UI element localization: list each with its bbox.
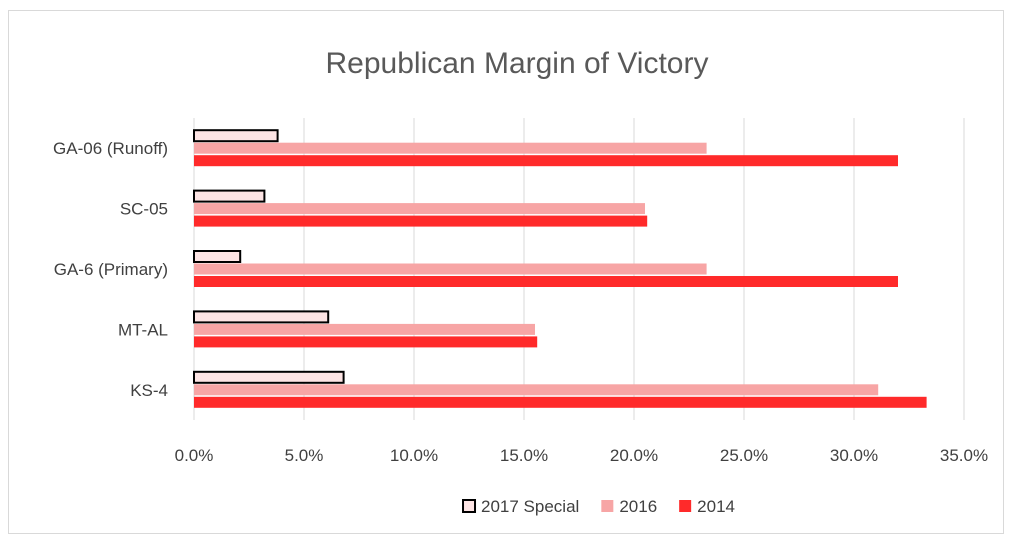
category-label: SC-05 bbox=[120, 200, 168, 219]
bar-2014-sc-05 bbox=[194, 215, 648, 227]
x-tick-label: 15.0% bbox=[500, 446, 548, 465]
bar-2017-special-ga-06-runoff bbox=[193, 129, 279, 143]
legend-label-2014: 2014 bbox=[697, 497, 735, 516]
x-tick-label: 10.0% bbox=[390, 446, 438, 465]
bar-2014-mt-al bbox=[194, 336, 538, 348]
bar-2014-ks-4 bbox=[194, 396, 927, 408]
bars-group bbox=[193, 129, 927, 408]
legend: 2017 Special 2016 2014 bbox=[462, 497, 735, 516]
bar-2017-special-ks-4 bbox=[193, 370, 345, 384]
bar-2016-ga-6-primary bbox=[194, 263, 707, 275]
legend-label-2016: 2016 bbox=[619, 497, 657, 516]
legend-swatch-2014 bbox=[679, 500, 692, 512]
x-tick-label: 0.0% bbox=[175, 446, 214, 465]
bar-2014-ga-06-runoff bbox=[194, 155, 898, 167]
chart-title: Republican Margin of Victory bbox=[326, 47, 709, 80]
x-tick-label: 30.0% bbox=[830, 446, 878, 465]
x-tick-label: 25.0% bbox=[720, 446, 768, 465]
bar-2016-sc-05 bbox=[194, 203, 645, 215]
category-label: GA-06 (Runoff) bbox=[53, 139, 168, 158]
bar-2017-special-sc-05 bbox=[193, 189, 266, 203]
category-label: MT-AL bbox=[118, 320, 168, 339]
x-tick-label: 35.0% bbox=[940, 446, 988, 465]
x-tick-label: 20.0% bbox=[610, 446, 658, 465]
category-label: GA-6 (Primary) bbox=[54, 260, 168, 279]
legend-swatch-2016 bbox=[601, 500, 614, 512]
legend-swatch-2017-special bbox=[462, 499, 477, 513]
bar-2017-special-mt-al bbox=[193, 310, 330, 324]
x-tick-labels: 0.0% 5.0% 10.0% 15.0% 20.0% 25.0% 30.0% 35.0% bbox=[175, 446, 988, 465]
bar-2016-ks-4 bbox=[194, 384, 879, 396]
bar-2016-mt-al bbox=[194, 323, 535, 335]
x-tick-label: 5.0% bbox=[285, 446, 324, 465]
bar-2014-ga-6-primary bbox=[194, 276, 898, 287]
category-labels: GA-06 (Runoff) SC-05 GA-6 (Primary) MT-AL KS… bbox=[53, 139, 168, 400]
category-label: KS-4 bbox=[130, 381, 168, 400]
bar-2017-special-ga-6-primary bbox=[193, 250, 242, 263]
bar-2016-ga-06-runoff bbox=[194, 142, 707, 154]
legend-label-2017-special: 2017 Special bbox=[481, 497, 579, 516]
